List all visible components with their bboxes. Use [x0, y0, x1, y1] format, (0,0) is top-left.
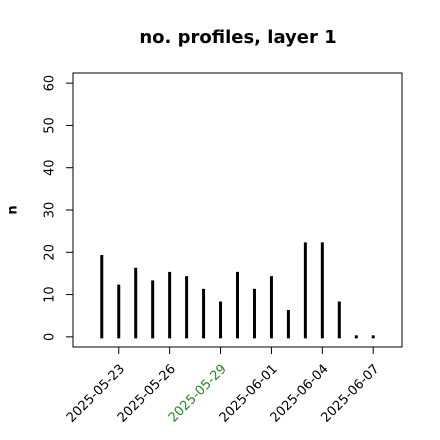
y-tick-label: 50 — [43, 117, 58, 134]
y-tick-label: 20 — [43, 244, 58, 261]
y-tick-label: 10 — [43, 286, 58, 303]
y-tick-label: 0 — [43, 333, 58, 341]
y-tick-label: 30 — [43, 202, 58, 219]
y-axis-label: n — [6, 205, 21, 214]
y-tick-label: 40 — [43, 159, 58, 176]
chart-title: no. profiles, layer 1 — [139, 27, 336, 48]
y-tick-label: 60 — [43, 75, 58, 92]
